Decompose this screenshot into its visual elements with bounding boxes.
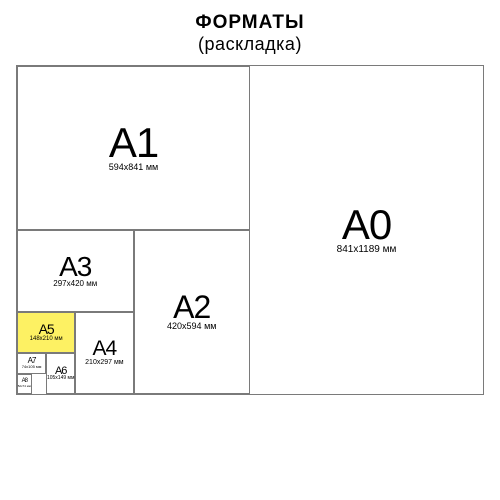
format-dims-a1: 594x841 мм [109,163,158,172]
format-box-a1: A1594x841 мм [17,66,250,230]
format-dims-a3: 297x420 мм [53,280,97,288]
format-label-a3: A3 [59,254,91,281]
format-box-a0: A0841x1189 мм [250,66,483,394]
format-label-a4: A4 [93,339,117,359]
paper-format-diagram: A0841x1189 ммA1594x841 ммA2420x594 ммA32… [16,65,484,395]
page-title: ФОРМАТЫ [0,12,500,34]
format-dims-a5: 148x210 мм [30,336,63,342]
format-dims-a8: 52x74 мм [18,385,31,388]
format-dims-a6: 105x149 мм [47,376,74,381]
format-box-a8: A852x74 мм [17,374,32,395]
format-box-a2: A2420x594 мм [134,230,251,394]
format-dims-a4: 210x297 мм [85,359,123,366]
format-label-a5: A5 [39,323,54,336]
header: ФОРМАТЫ (раскладка) [0,0,500,65]
format-box-a4: A4210x297 мм [75,312,133,394]
format-label-a0: A0 [342,205,391,245]
format-box-a3: A3297x420 мм [17,230,134,312]
format-label-a2: A2 [173,292,210,322]
format-box-a5: A5148x210 мм [17,312,75,353]
format-label-a1: A1 [109,123,158,163]
format-box-a6: A6105x149 мм [46,353,75,394]
format-box-a7: A774x105 мм [17,353,46,374]
format-dims-a2: 420x594 мм [167,322,216,331]
format-dims-a0: 841x1189 мм [337,245,397,256]
page-subtitle: (раскладка) [0,34,500,55]
format-dims-a7: 74x105 мм [22,365,42,369]
